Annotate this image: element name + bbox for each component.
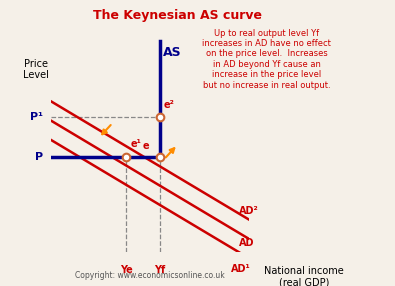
Text: e²: e² — [164, 100, 175, 110]
Text: AS: AS — [163, 46, 182, 59]
Text: P: P — [35, 152, 43, 162]
Text: AD²: AD² — [239, 206, 258, 216]
Text: e: e — [142, 141, 149, 151]
Text: The Keynesian AS curve: The Keynesian AS curve — [93, 9, 262, 21]
Text: Up to real output level Yf
increases in AD have no effect
on the price level.  I: Up to real output level Yf increases in … — [202, 29, 331, 90]
Text: AD¹: AD¹ — [231, 264, 251, 274]
Text: Ye: Ye — [120, 265, 133, 275]
Text: Copyright: www.economicsonline.co.uk: Copyright: www.economicsonline.co.uk — [75, 271, 225, 280]
Text: AD: AD — [239, 238, 254, 248]
Text: e¹: e¹ — [130, 139, 141, 148]
Text: National income
(real GDP): National income (real GDP) — [264, 266, 344, 286]
Text: P¹: P¹ — [30, 112, 43, 122]
Text: Yf: Yf — [154, 265, 166, 275]
Text: Price
Level: Price Level — [23, 59, 49, 80]
